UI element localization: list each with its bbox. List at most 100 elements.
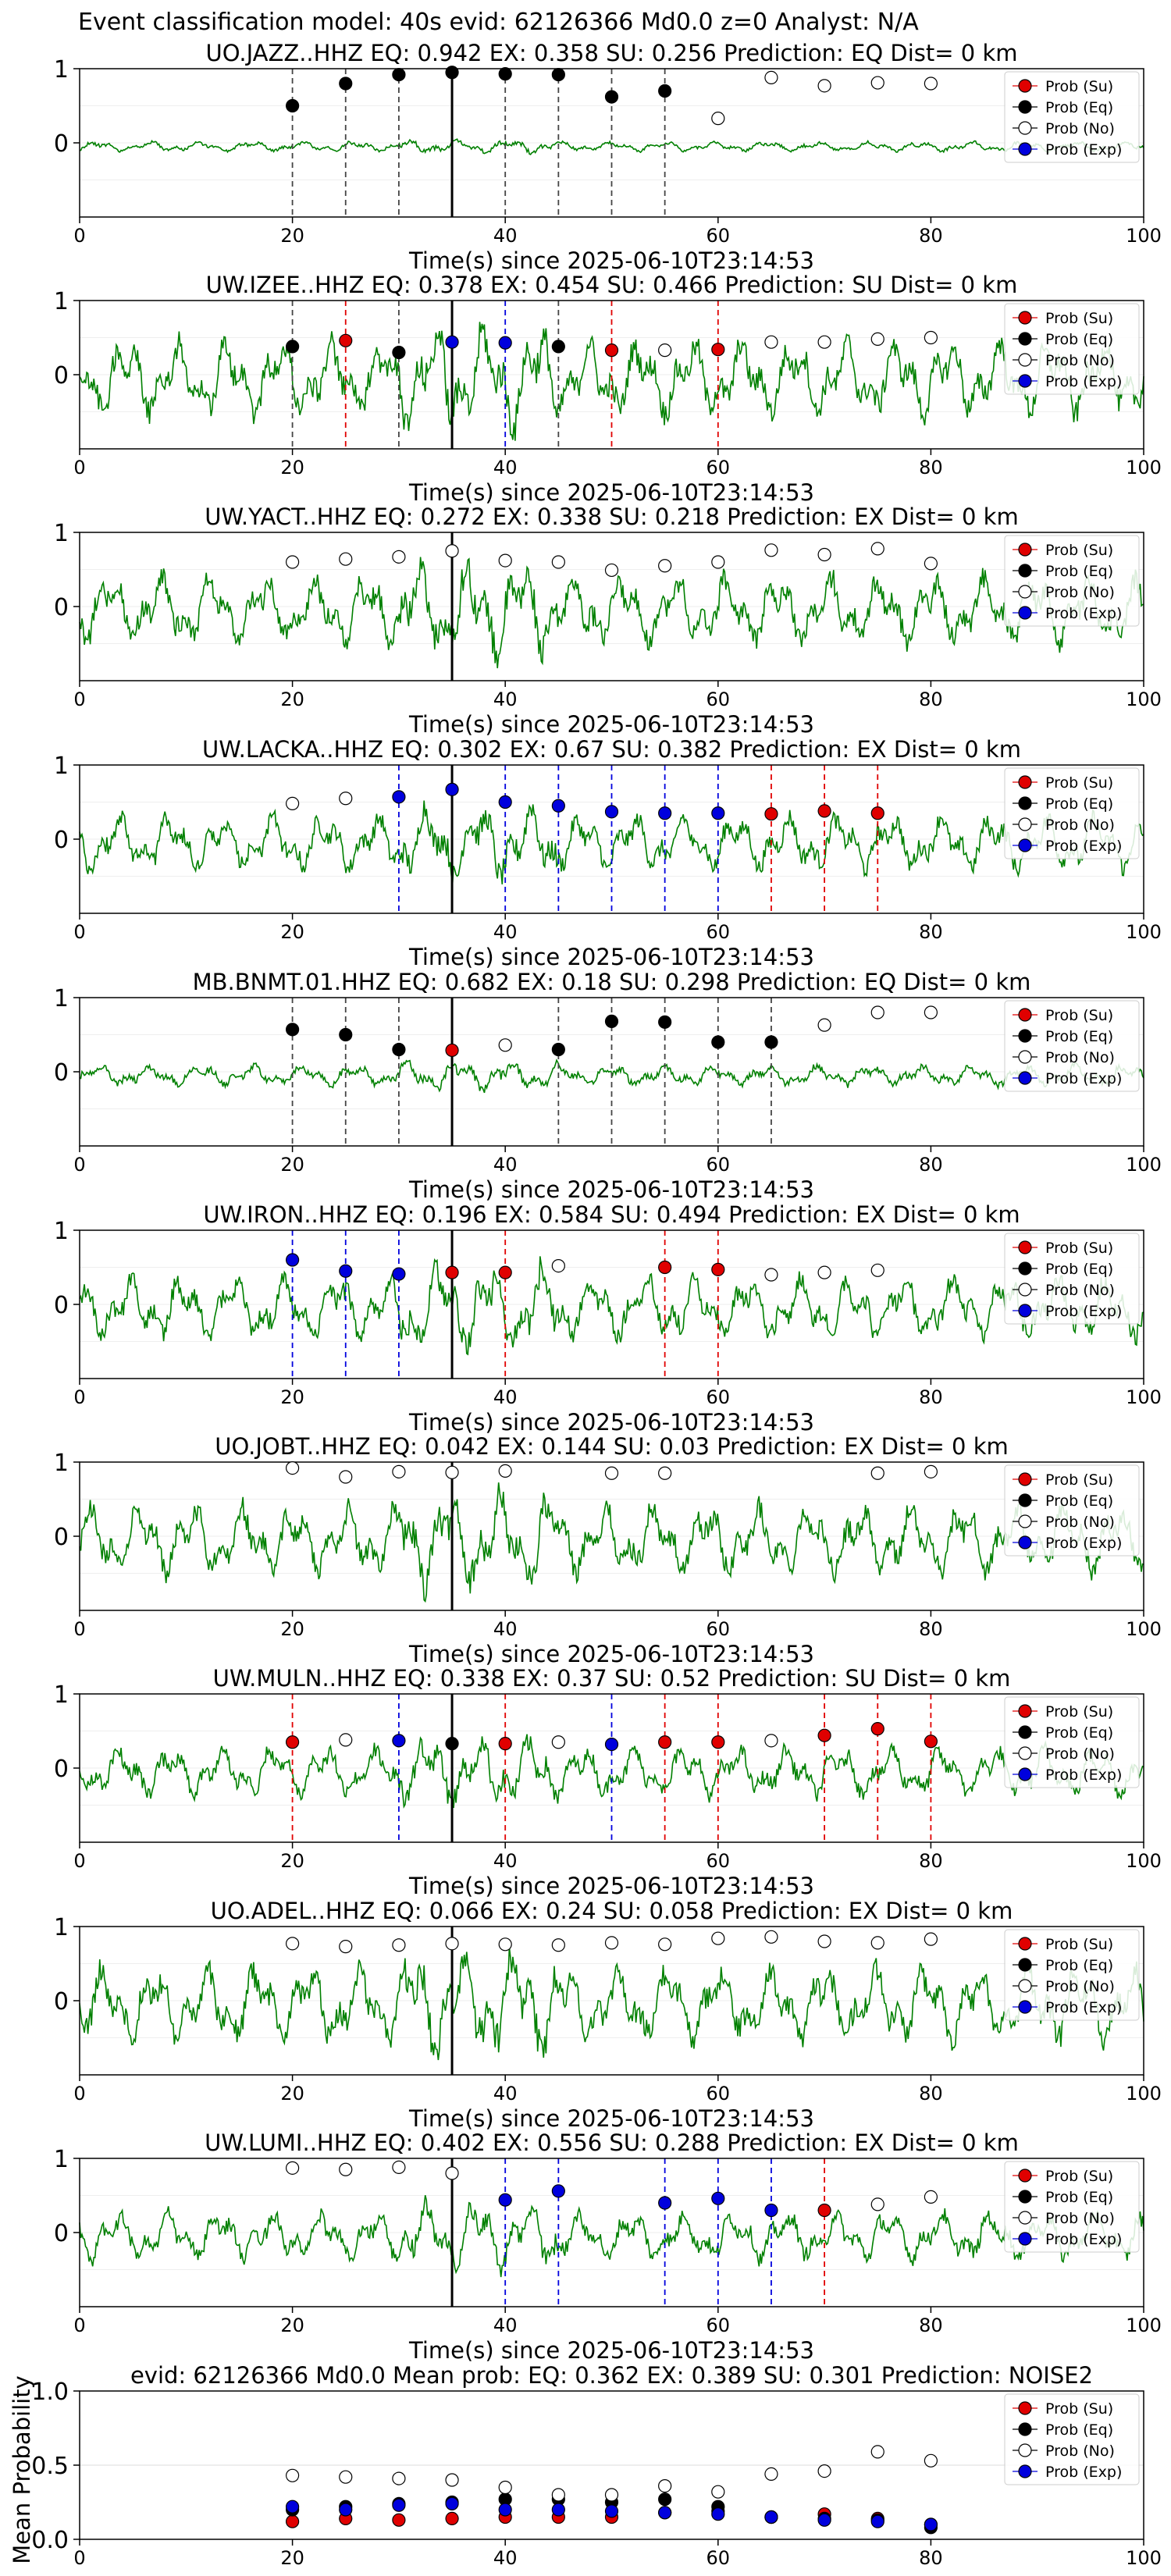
prob-point-no: [817, 1018, 831, 1032]
panel-1: UO.JAZZ..HHZ EQ: 0.942 EX: 0.358 SU: 0.2…: [54, 40, 1162, 274]
prob-point-su: [817, 2203, 831, 2218]
x-tick-label: 40: [493, 457, 518, 479]
prob-point-exp: [445, 2496, 459, 2510]
x-tick-label: 0: [73, 1154, 85, 1176]
prob-point-no: [924, 330, 938, 345]
panel-6: UW.IRON..HHZ EQ: 0.196 EX: 0.584 SU: 0.4…: [54, 1201, 1162, 1436]
prob-point-eq: [392, 1042, 406, 1057]
panel-title: UW.IZEE..HHZ EQ: 0.378 EX: 0.454 SU: 0.4…: [206, 272, 1018, 298]
x-tick-label: 100: [1126, 1850, 1162, 1872]
x-tick-label: 0: [73, 688, 85, 710]
legend-marker-exp: [1018, 838, 1032, 852]
legend-box: [1004, 1929, 1140, 2021]
x-tick-label: 20: [280, 1154, 304, 1176]
legend-label: Prob (Su): [1045, 1936, 1113, 1953]
legend-box: [1004, 767, 1140, 859]
prob-point-no: [445, 1937, 459, 1951]
prob-point-no: [658, 1466, 672, 1480]
prob-point-no: [711, 555, 725, 569]
prob-point-no: [604, 2488, 619, 2502]
legend: Prob (Su) Prob (Eq) Prob (No) Prob (Exp): [1004, 1464, 1140, 1557]
legend-marker-no: [1018, 1283, 1032, 1297]
y-tick-label: 1.0: [31, 2379, 69, 2406]
prob-point-no: [286, 1461, 300, 1475]
x-tick-label: 100: [1126, 1618, 1162, 1640]
prob-point-no: [764, 543, 778, 557]
legend-marker-exp: [1018, 142, 1032, 156]
x-tick-label: 80: [919, 1618, 943, 1640]
prob-point-no: [339, 2470, 353, 2484]
legend-marker-su: [1018, 775, 1032, 789]
prob-point-no: [764, 70, 778, 85]
legend-marker-su: [1018, 311, 1032, 325]
prob-point-eq: [658, 1015, 672, 1029]
prob-point-exp: [604, 805, 619, 819]
prob-point-no: [604, 1936, 619, 1950]
prob-point-su: [924, 1735, 938, 1749]
legend-marker-eq: [1018, 1493, 1032, 1507]
prob-point-no: [498, 1464, 512, 1478]
legend: Prob (Su) Prob (Eq) Prob (No) Prob (Exp): [1004, 535, 1140, 627]
prob-point-no: [658, 1937, 672, 1952]
x-tick-label: 0: [73, 225, 85, 247]
prob-point-no: [658, 2479, 672, 2493]
legend-box: [1004, 535, 1140, 627]
x-tick-label: 80: [919, 457, 943, 479]
prob-point-no: [392, 1938, 406, 1952]
legend-label: Prob (Exp): [1045, 1303, 1122, 1320]
legend-marker-eq: [1018, 796, 1032, 810]
legend: Prob (Su) Prob (Eq) Prob (No) Prob (Exp): [1004, 2393, 1140, 2485]
x-tick-label: 0: [73, 1386, 85, 1408]
prob-point-eq: [339, 76, 353, 91]
prob-point-no: [392, 2471, 406, 2485]
x-tick-label: 40: [493, 921, 518, 943]
legend-box: [1004, 2161, 1140, 2253]
x-tick-label: 40: [493, 2314, 518, 2336]
prob-point-eq: [286, 98, 300, 113]
legend-box: [1004, 1000, 1140, 1092]
legend-label: Prob (Exp): [1045, 2231, 1122, 2248]
x-tick-label: 0: [73, 457, 85, 479]
prob-point-no: [445, 544, 459, 558]
legend-label: Prob (Exp): [1045, 2464, 1122, 2481]
prob-point-eq: [604, 1014, 619, 1029]
prob-point-exp: [445, 335, 459, 349]
panel-title: UW.LUMI..HHZ EQ: 0.402 EX: 0.556 SU: 0.2…: [205, 2129, 1019, 2156]
legend: Prob (Su) Prob (Eq) Prob (No) Prob (Exp): [1004, 767, 1140, 859]
x-tick-label: 20: [280, 1386, 304, 1408]
prob-point-su: [339, 333, 353, 347]
x-axis-label: Time(s) since 2025-06-10T23:14:53: [408, 1409, 814, 1436]
prob-point-exp: [658, 806, 672, 820]
prob-point-su: [286, 1735, 300, 1749]
legend-label: Prob (No): [1045, 1745, 1115, 1763]
prob-point-no: [817, 2464, 831, 2478]
prob-point-exp: [392, 1734, 406, 1748]
x-tick-label: 60: [707, 2314, 731, 2336]
x-axis-label: Time(s) since 2025-06-10T23:14:53: [408, 1873, 814, 1899]
panel-2: UW.IZEE..HHZ EQ: 0.378 EX: 0.454 SU: 0.4…: [54, 272, 1162, 506]
legend-marker-no: [1018, 1514, 1032, 1528]
waveform-trace: [79, 1256, 1144, 1356]
prob-point-exp: [392, 790, 406, 804]
legend-marker-su: [1018, 79, 1032, 93]
x-tick-label: 100: [1126, 225, 1162, 247]
prob-point-no: [339, 552, 353, 566]
legend-marker-no: [1018, 121, 1032, 135]
y-tick-label: 0: [54, 827, 69, 854]
legend-label: Prob (Eq): [1045, 2421, 1113, 2439]
legend-marker-no: [1018, 585, 1032, 599]
x-tick-label: 100: [1126, 457, 1162, 479]
prob-point-no: [924, 1005, 938, 1019]
x-tick-label: 80: [919, 2314, 943, 2336]
legend-label: Prob (Exp): [1045, 373, 1122, 390]
x-tick-label: 0: [73, 2547, 85, 2569]
y-tick-label: 1: [54, 288, 69, 315]
prob-point-su: [870, 1722, 884, 1736]
y-tick-label: 0: [54, 1988, 69, 2016]
panel-title: UW.LACKA..HHZ EQ: 0.302 EX: 0.67 SU: 0.3…: [202, 736, 1021, 763]
legend-marker-su: [1018, 1472, 1032, 1486]
prob-point-su: [658, 1735, 672, 1749]
prob-point-no: [604, 1466, 619, 1480]
legend-marker-su: [1018, 1704, 1032, 1718]
legend-label: Prob (Exp): [1045, 1767, 1122, 1784]
